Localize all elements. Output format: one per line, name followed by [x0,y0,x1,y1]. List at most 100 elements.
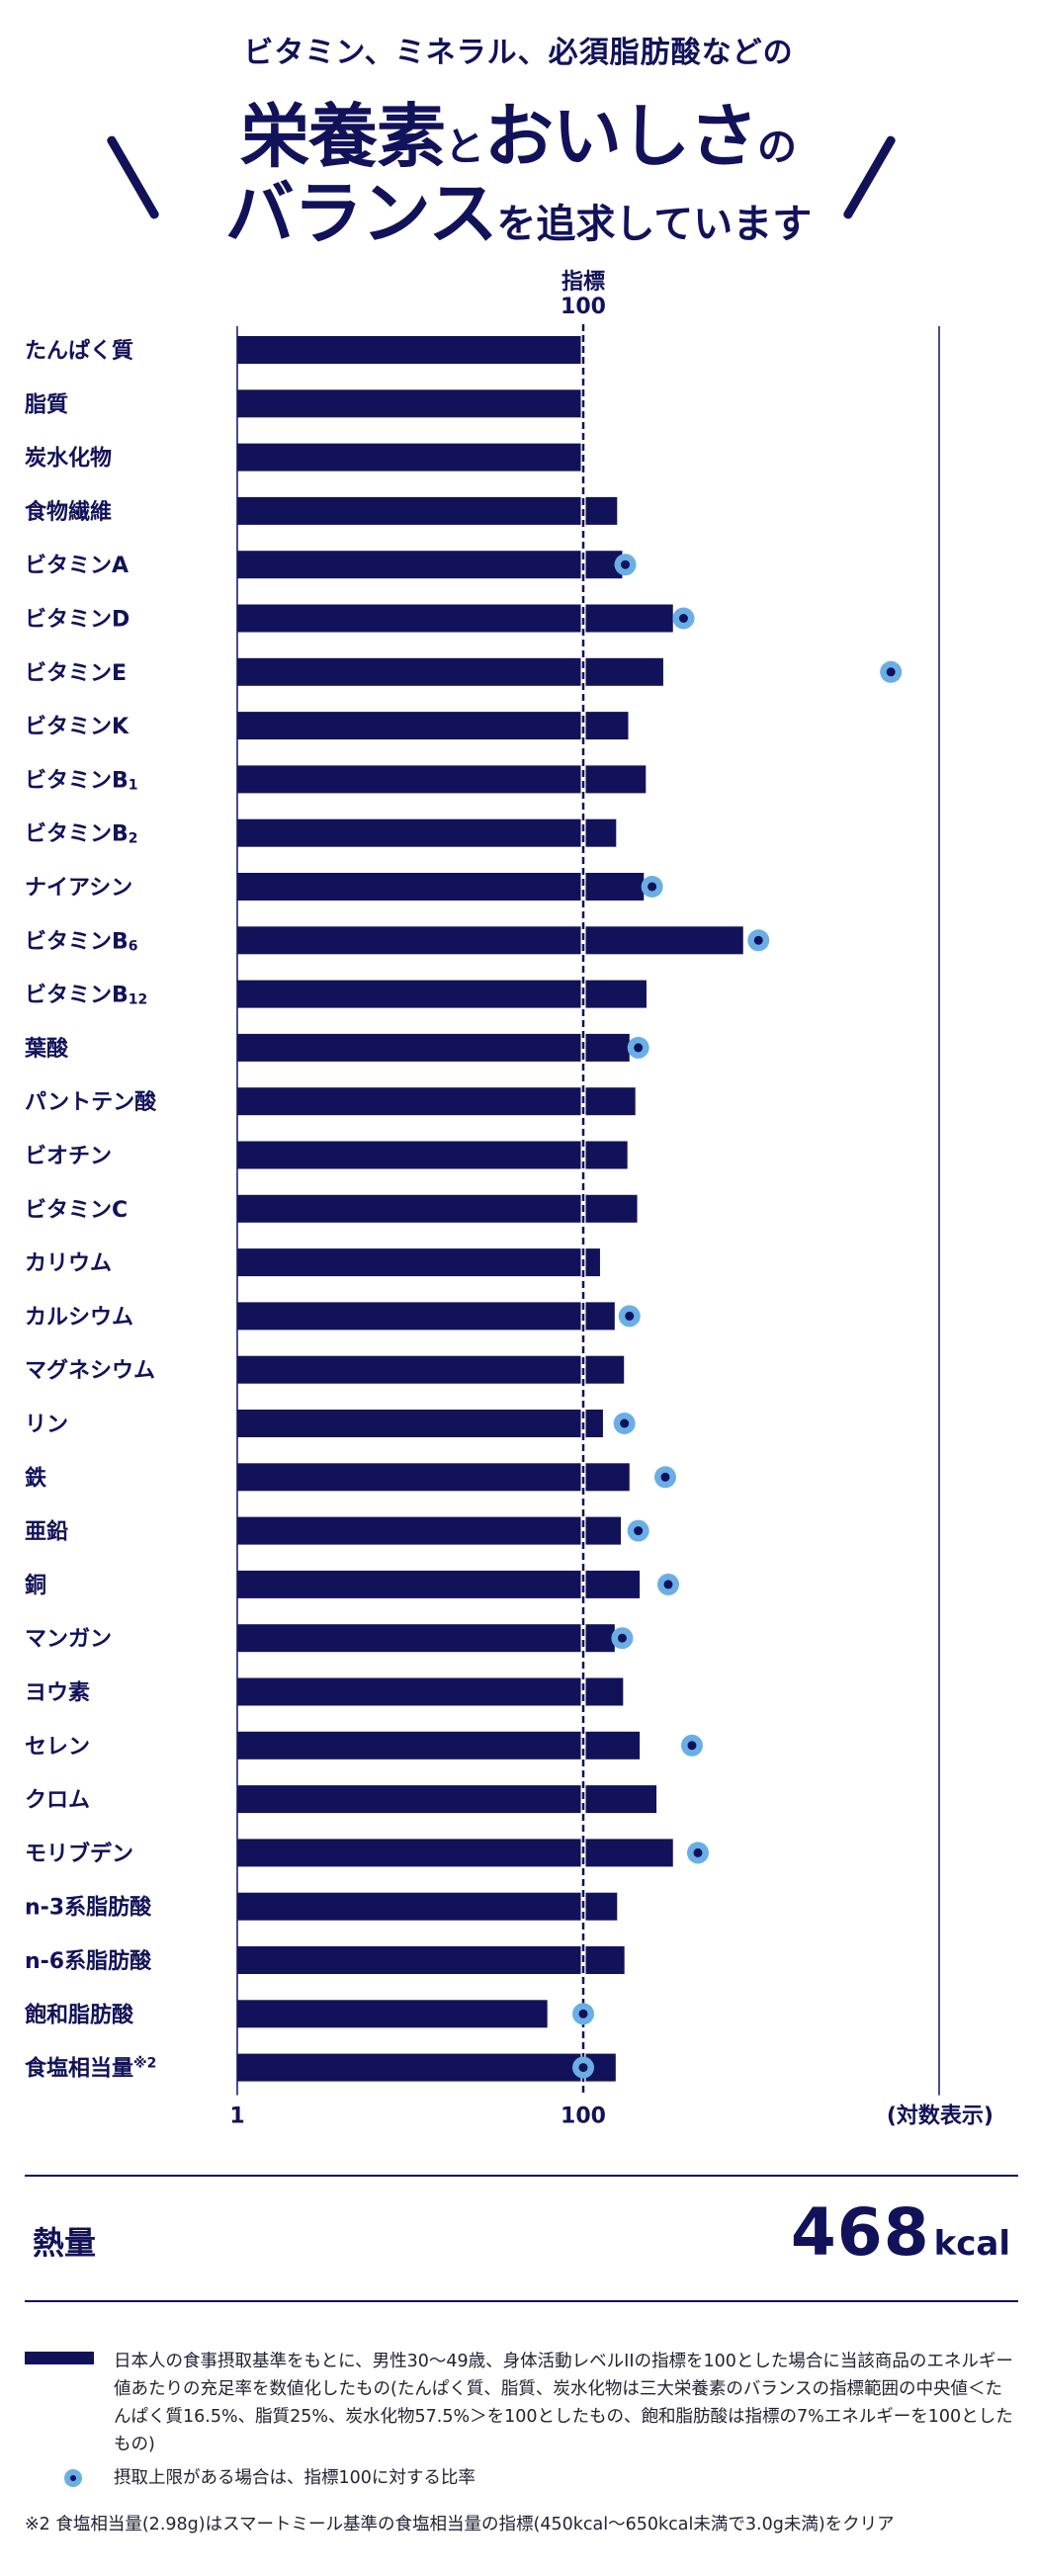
nutrient-label: ビタミンB12 [25,984,147,1008]
reference-value-label: 100 [561,295,606,319]
nutrient-bar [237,1302,615,1331]
hero-title-line-1: 栄養素とおいしさの [0,81,1037,181]
nutrient-label: 脂質 [25,391,68,417]
legend-bar-entry: 日本人の食事摂取基準をもとに、男性30〜49歳、身体活動レベルIIの指標を100… [25,2348,1018,2458]
nutrient-bar [237,1677,624,1706]
nutrient-label: たんぱく質 [25,338,133,364]
upper-limit-dot-center [693,1847,703,1857]
upper-limit-dot-center [578,2063,588,2073]
legend-dot-entry: 摂取上限がある場合は、指標100に対する比率 [25,2464,1018,2492]
upper-limit-dot-center [648,882,657,892]
nutrient-label: ビオチン [25,1145,112,1169]
nutrient-label: ビタミンE [25,661,127,686]
nutrient-bar [237,1355,625,1384]
hero-title-line-2: バランスを追求しています [0,158,1037,258]
nutrient-bar [237,1087,636,1116]
energy-label: 熱量 [33,2224,97,2262]
nutrient-label: ビタミンD [25,608,130,633]
nutrient-bar [237,1624,615,1653]
hero-subtitle: ビタミン、ミネラル、必須脂肪酸などの [243,36,794,70]
nutrient-label: ビタミンC [25,1198,128,1223]
nutrient-label: セレン [25,1735,90,1760]
legend-bar-swatch [25,2352,94,2364]
upper-limit-dot-center [621,559,631,569]
nutrient-bar [237,2053,616,2082]
nutrient-bar [237,496,618,525]
nutrient-bar [237,1731,641,1760]
nutrient-bar [237,765,647,794]
nutrient-label: 亜鉛 [25,1519,68,1545]
nutrient-balance-chart: 指標100たんぱく質脂質炭水化物食物繊維ビタミンAビタミンDビタミンEビタミンK… [24,270,994,2129]
nutrient-label: ビタミンK [25,715,130,739]
upper-limit-dot-center [687,1741,697,1751]
energy-value: 468 kcal [791,2194,1010,2271]
nutrient-bar [237,443,584,472]
energy-row: 熱量 468 kcal [25,2175,1018,2302]
nutrient-label: 飽和脂肪酸 [24,2002,134,2027]
nutrient-bar [237,336,583,364]
upper-limit-dot-center [634,1043,644,1053]
reference-label: 指標 [562,270,605,295]
nutrient-label: モリブデン [25,1841,133,1866]
x-tick-label: 100 [561,2104,606,2129]
nutrient-label: 鉄 [25,1465,46,1491]
legend-dot-swatch [64,2469,82,2487]
nutrient-label: 葉酸 [24,1037,69,1062]
nutrient-bar [237,2000,548,2028]
upper-limit-dot-center [634,1526,644,1536]
legend: 日本人の食事摂取基準をもとに、男性30〜49歳、身体活動レベルIIの指標を100… [25,2348,1018,2492]
nutrient-label: ビタミンA [25,554,129,578]
upper-limit-dot-center [660,1472,670,1482]
x-axis-label: (対数表示) [887,2104,994,2129]
nutrient-bar [237,980,647,1008]
nutrient-bar [237,1463,630,1492]
nutrient-label: ヨウ素 [25,1680,90,1706]
upper-limit-dot-center [753,935,763,945]
nutrient-label: n-3系脂肪酸 [25,1895,152,1921]
nutrient-label: 銅 [25,1573,46,1598]
nutrient-label: ビタミンB6 [25,929,138,954]
nutrient-bar [237,1248,600,1277]
hero-heading: ビタミン、ミネラル、必須脂肪酸などの 栄養素とおいしさの バランスを追求していま… [0,0,1037,254]
nutrient-bar [237,1033,630,1062]
hero-word-nutrients: 栄養素 [240,96,446,177]
nutrient-label: マグネシウム [25,1358,155,1384]
legend-dot-text: 摂取上限がある場合は、指標100に対する比率 [114,2468,475,2488]
upper-limit-dot-center [617,1633,627,1643]
upper-limit-dot-center [625,1311,635,1321]
nutrient-label: クロム [25,1788,90,1813]
nutrient-label: ナイアシン [25,876,132,901]
nutrient-label: ビタミンB1 [25,768,138,793]
nutrient-bar [237,1516,622,1545]
nutrient-bar [237,873,645,901]
nutrient-bar [237,657,663,686]
upper-limit-dot-center [663,1580,673,1589]
nutrient-label: パントテン酸 [25,1090,157,1115]
nutrient-bar [237,1570,641,1598]
hero-word-taste: おいしさ [484,96,758,177]
hero-word-pursue: を追求しています [496,202,813,247]
upper-limit-dot-center [578,2009,588,2018]
nutrient-bar [237,712,629,740]
nutrient-bar [237,1410,603,1437]
nutrient-label: マンガン [25,1627,112,1652]
nutrient-label: カリウム [25,1251,112,1276]
hero-particle-no: の [757,125,797,170]
nutrient-bar [237,604,673,633]
nutrient-bar [237,1946,625,1974]
nutrient-label: 炭水化物 [25,446,112,472]
nutrient-bar [237,389,585,418]
nutrient-label: ビタミンB2 [25,822,138,847]
nutrient-label: リン [25,1413,68,1437]
nutrient-label: 食物繊維 [25,499,112,525]
upper-limit-dot-center [678,614,688,623]
nutrient-bar [237,1892,618,1921]
upper-limit-dot-center [620,1418,630,1428]
legend-bar-text: 日本人の食事摂取基準をもとに、男性30〜49歳、身体活動レベルIIの指標を100… [114,2352,1013,2454]
nutrient-label: 食塩相当量※2 [25,2056,156,2082]
nutrient-bar [237,1785,657,1814]
nutrient-bar [237,1194,638,1223]
energy-number: 468 [790,2194,930,2271]
nutrient-bar [237,1141,628,1169]
nutrient-label: カルシウム [25,1305,133,1330]
